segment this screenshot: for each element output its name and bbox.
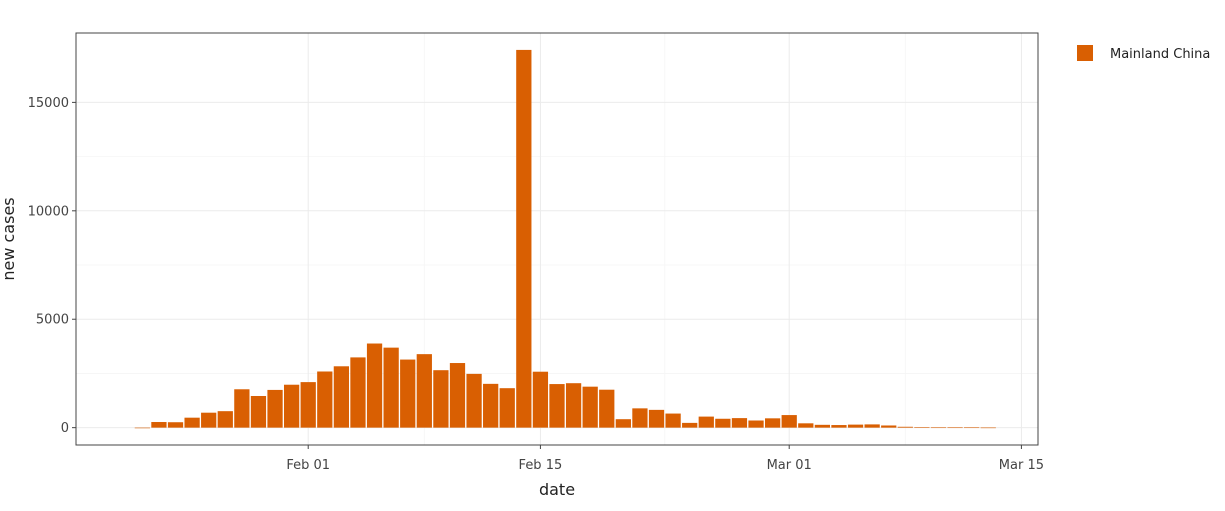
x-tick-label: Feb 15 <box>519 458 563 473</box>
bar <box>151 422 167 428</box>
bar <box>781 415 797 428</box>
bar <box>201 412 217 428</box>
bar <box>317 371 333 428</box>
legend-label: Mainland China <box>1110 47 1210 62</box>
y-tick-label: 10000 <box>28 204 69 219</box>
bar <box>350 357 366 428</box>
x-tick-label: Mar 01 <box>767 458 812 473</box>
x-axis-title: date <box>539 480 575 499</box>
bar <box>864 424 880 428</box>
bar <box>483 383 499 428</box>
y-axis-title: new cases <box>0 197 18 280</box>
bar <box>582 386 598 428</box>
bar <box>400 359 416 428</box>
bar <box>897 426 913 428</box>
x-tick-label: Feb 01 <box>286 458 330 473</box>
bar <box>234 389 250 428</box>
y-tick-label: 5000 <box>36 313 69 328</box>
bar <box>698 416 714 428</box>
bar <box>383 347 399 428</box>
bar <box>300 382 316 428</box>
bar <box>947 427 963 429</box>
bars <box>134 49 996 429</box>
bar <box>217 411 233 428</box>
bar <box>250 395 267 428</box>
bar <box>831 425 847 428</box>
bar <box>615 419 631 428</box>
bar <box>914 427 930 428</box>
grid-lines <box>76 33 1038 445</box>
bar <box>665 413 681 428</box>
bar <box>499 388 515 428</box>
legend: Mainland China <box>1077 45 1210 62</box>
bar <box>565 383 582 428</box>
bar <box>134 427 150 429</box>
bar <box>433 370 449 428</box>
bar <box>549 384 565 428</box>
bar <box>632 408 648 428</box>
bar <box>449 363 466 428</box>
y-tick-label: 15000 <box>28 96 69 111</box>
y-tick-label: 0 <box>61 421 69 436</box>
bar <box>964 427 980 429</box>
bar <box>416 354 432 428</box>
bar <box>731 418 748 428</box>
bar <box>682 422 698 428</box>
bar <box>167 422 184 428</box>
bar <box>798 423 814 428</box>
bar <box>466 373 482 428</box>
bar <box>748 420 764 428</box>
bar <box>267 389 283 428</box>
bar <box>333 366 350 428</box>
bar <box>847 424 864 428</box>
bar <box>715 418 731 428</box>
bar <box>881 425 897 428</box>
plot-border <box>75 32 1039 446</box>
bar <box>516 49 532 428</box>
bar <box>980 427 996 429</box>
y-axis-ticks: 0 5000 10000 15000 <box>28 96 76 436</box>
bar <box>283 384 300 428</box>
bar <box>599 389 615 428</box>
bar <box>764 418 781 428</box>
legend-swatch <box>1077 45 1093 61</box>
x-tick-label: Mar 15 <box>999 458 1044 473</box>
plot-background <box>76 33 1038 445</box>
bar <box>930 427 947 429</box>
bar <box>184 417 200 428</box>
bar <box>814 424 831 428</box>
bar <box>532 371 549 428</box>
x-axis-ticks: Feb 01 Feb 15 Mar 01 Mar 15 <box>286 445 1044 473</box>
bar <box>366 343 383 428</box>
bar <box>648 409 665 428</box>
